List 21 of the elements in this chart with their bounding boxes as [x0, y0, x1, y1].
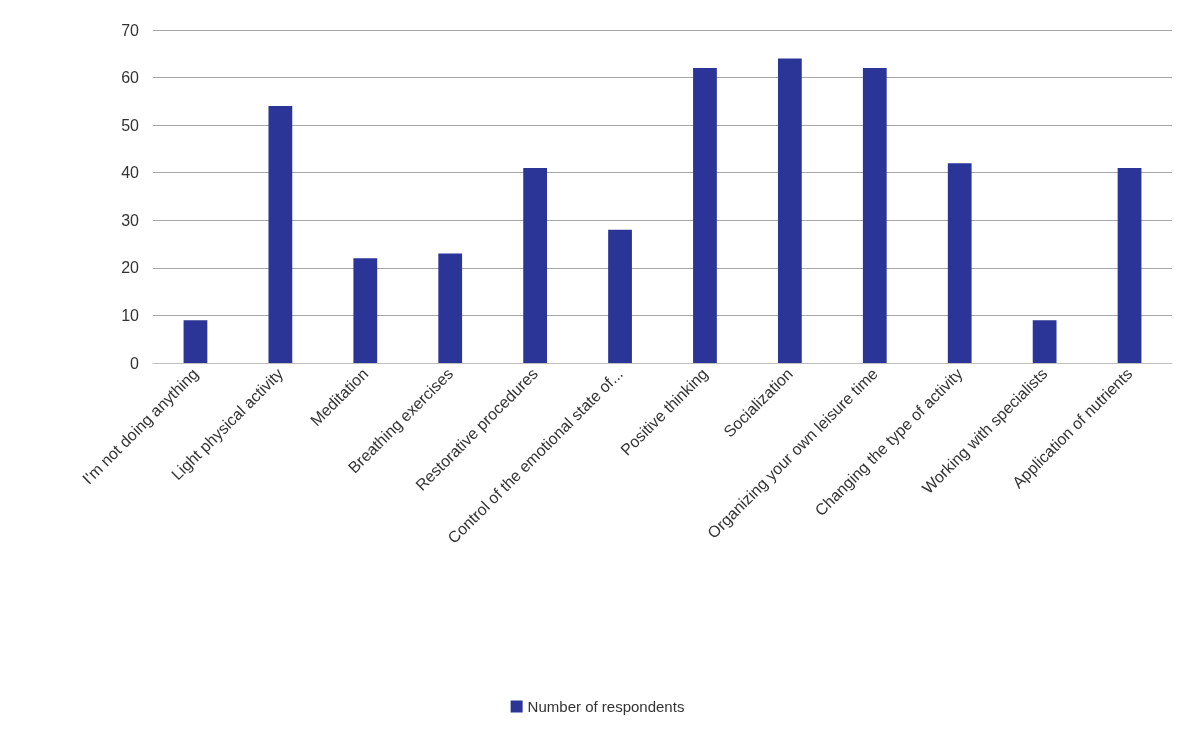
- bar: [353, 258, 378, 363]
- y-tick-label: 70: [121, 21, 140, 39]
- bar: [183, 320, 208, 363]
- y-tick-label: 30: [121, 211, 140, 229]
- bar: [438, 253, 463, 363]
- bar: [862, 68, 887, 363]
- y-tick-label: 60: [121, 69, 140, 87]
- bar: [523, 167, 548, 363]
- bar: [1117, 167, 1142, 363]
- y-tick-label: 20: [121, 259, 140, 277]
- bar: [608, 229, 632, 363]
- bar: [268, 106, 293, 363]
- bar: [693, 68, 717, 363]
- y-tick-label: 40: [121, 164, 140, 182]
- bar: [947, 163, 972, 363]
- y-tick-label: 10: [121, 306, 140, 324]
- y-tick-label: 0: [130, 354, 140, 372]
- y-tick-label: 50: [121, 116, 140, 134]
- legend-label: Number of respondents: [527, 698, 685, 715]
- bar: [1032, 320, 1057, 363]
- bar: [777, 58, 802, 363]
